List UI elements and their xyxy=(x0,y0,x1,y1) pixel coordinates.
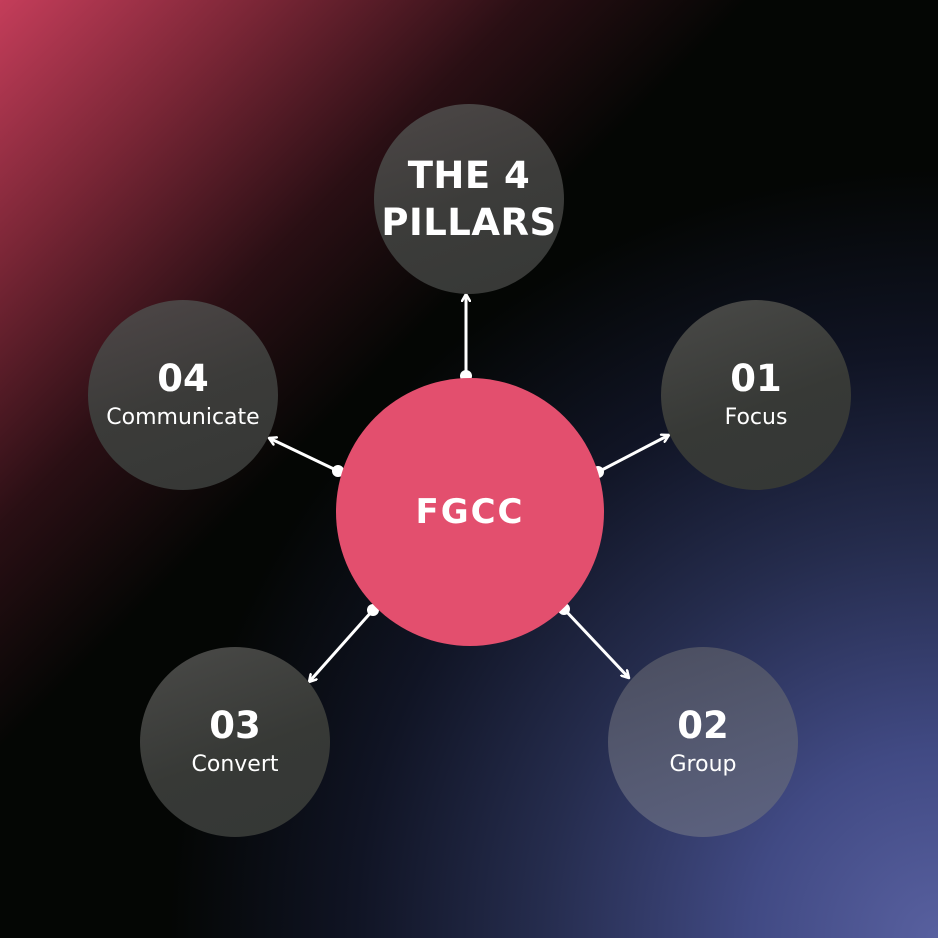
pillar-node-communicate: 04 Communicate xyxy=(88,300,278,490)
pillar-number: 02 xyxy=(677,704,729,747)
pillar-node-group: 02 Group xyxy=(608,647,798,837)
pillar-number: 01 xyxy=(730,357,782,400)
pillar-node-focus: 01 Focus xyxy=(661,300,851,490)
pillar-number: 04 xyxy=(157,357,209,400)
connector-to-communicate xyxy=(269,438,344,477)
connector-to-convert xyxy=(309,604,379,682)
center-node: FGCC xyxy=(336,378,604,646)
title-line-2: PILLARS xyxy=(381,201,557,244)
connector-to-group xyxy=(558,603,629,678)
center-label: FGCC xyxy=(415,492,525,532)
title-node: THE 4 PILLARS xyxy=(374,104,564,294)
title-line-1: THE 4 xyxy=(407,154,531,197)
pillar-number: 03 xyxy=(209,704,261,747)
pillar-label: Focus xyxy=(724,405,788,430)
pillar-label: Convert xyxy=(191,752,279,777)
connector-to-focus xyxy=(592,435,669,478)
pillar-label: Communicate xyxy=(106,405,260,430)
pillar-label: Group xyxy=(669,752,737,777)
connector-to-title xyxy=(460,294,472,382)
pillar-node-convert: 03 Convert xyxy=(140,647,330,837)
